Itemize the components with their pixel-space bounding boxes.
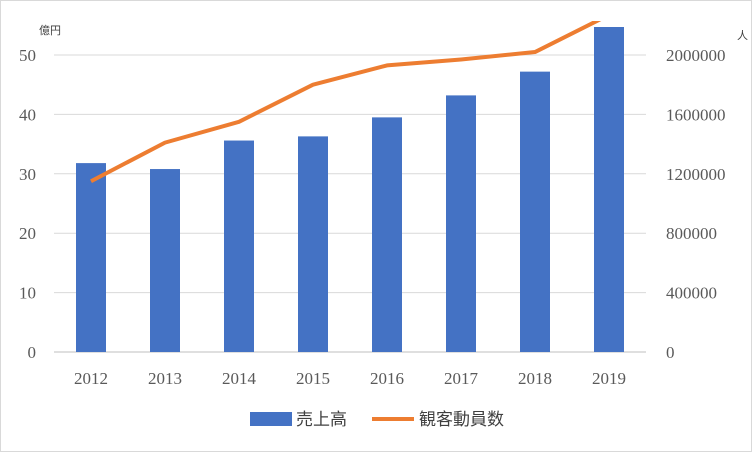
bar [76,163,106,352]
left-axis-tick: 10 [19,284,36,303]
bar [224,141,254,352]
bar [594,27,624,352]
bar [446,95,476,352]
grid-lines [54,55,646,352]
legend-line-label: 観客動員数 [419,410,504,430]
legend: 売上高 観客動員数 [250,410,504,430]
left-axis-unit: 億円 [39,24,61,37]
right-axis-tick: 1600000 [666,105,726,124]
left-axis-tick: 20 [19,224,36,243]
x-axis-tick: 2012 [74,369,108,388]
left-axis-tick: 0 [28,343,37,362]
legend-bar-swatch [250,412,292,426]
legend-bar-label: 売上高 [296,410,347,430]
x-axis-tick: 2018 [518,369,552,388]
right-axis-tick: 1200000 [666,165,726,184]
bar [298,136,328,352]
right-axis-tick: 0 [666,343,675,362]
right-axis-tick: 400000 [666,284,717,303]
bar [520,72,550,352]
right-axis-tick: 2000000 [666,46,726,65]
x-axis-tick: 2015 [296,369,330,388]
x-axis-tick: 2013 [148,369,182,388]
x-axis-tick: 2014 [222,369,257,388]
right-axis-unit: 人 [737,29,748,42]
bar [372,117,402,352]
right-axis-tick: 800000 [666,224,717,243]
bar [150,169,180,352]
x-axis-tick: 2019 [592,369,626,388]
left-axis-tick: 50 [19,46,36,65]
x-axis-tick: 2017 [444,369,479,388]
x-axis-tick: 2016 [370,369,404,388]
left-axis-tick: 30 [19,165,36,184]
left-axis-tick: 40 [19,105,36,124]
